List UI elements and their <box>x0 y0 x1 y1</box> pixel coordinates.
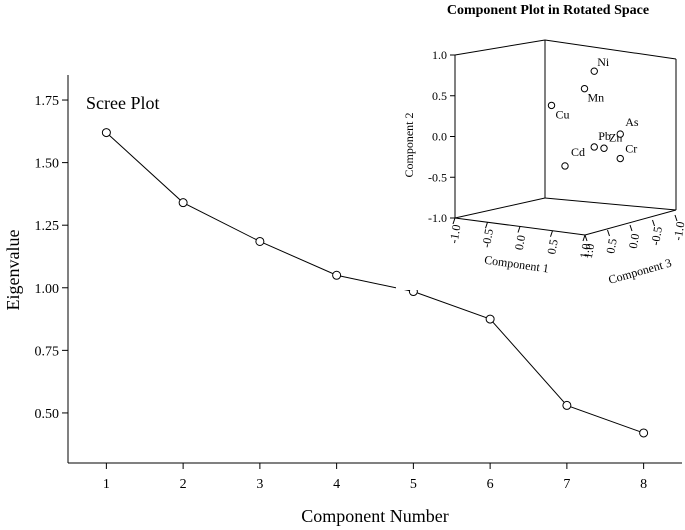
inset-point-label: Cu <box>556 107 570 121</box>
component-plot-inset: Component Plot in Rotated Space -1.0 -0.5… <box>396 3 685 290</box>
scree-y-ticks: 0.50 0.75 1.00 1.25 1.50 1.75 <box>35 94 68 422</box>
scree-y-tick-label: 1.50 <box>35 157 60 172</box>
inset-component3-ticks: 1.0 0.5 0.0 -0.5 -1.0 <box>581 214 685 260</box>
inset-component3-tick <box>629 224 633 232</box>
inset-component3-tick <box>584 234 588 242</box>
scree-x-tick-label: 7 <box>563 477 570 492</box>
inset-point-cr <box>616 154 624 163</box>
inset-component3-tick-label: 1.0 <box>581 242 597 259</box>
inset-component1-tick-label: 0.5 <box>544 238 560 255</box>
scree-point <box>562 400 572 410</box>
scree-x-tick-label: 2 <box>180 477 187 492</box>
scree-x-tick-label: 3 <box>256 477 263 492</box>
inset-component2-tick-label: 0.5 <box>432 89 447 103</box>
inset-component3-tick-label: -0.5 <box>648 225 665 246</box>
scree-point <box>639 428 649 438</box>
inset-point-zn <box>600 144 608 152</box>
inset-component2-tick-label: 1.0 <box>432 48 447 62</box>
scree-point <box>101 128 111 138</box>
inset-point-label: As <box>625 115 639 129</box>
inset-component1-tick <box>517 226 521 233</box>
scree-y-axis-label: Eigenvalue <box>3 230 23 311</box>
scree-x-axis-label: Component Number <box>301 506 448 526</box>
inset-point-label: Ni <box>597 55 610 69</box>
inset-component3-tick <box>674 214 678 222</box>
inset-title: Component Plot in Rotated Space <box>447 3 649 18</box>
scree-x-tick-label: 4 <box>333 477 340 492</box>
inset-component1-tick-label: 0.0 <box>512 234 528 251</box>
inset-component1-tick-label: 1.0 <box>577 242 593 259</box>
inset-background <box>396 20 685 290</box>
inset-component2-label: Component 2 <box>402 113 416 178</box>
scree-x-tick-label: 8 <box>640 477 647 492</box>
scree-x-tick-label: 1 <box>103 477 110 492</box>
scree-y-tick-label: 0.75 <box>35 344 60 359</box>
inset-component1-tick <box>485 222 488 229</box>
inset-point-label: Cd <box>571 145 585 159</box>
scree-point <box>178 198 188 208</box>
inset-component3-tick-label: 0.0 <box>626 232 642 249</box>
inset-point-ni <box>590 67 598 75</box>
inset-component1-ticks: -1.0 -0.5 0.0 0.5 1.0 <box>446 217 593 260</box>
inset-point-cd <box>561 162 569 170</box>
scree-plot: Scree Plot Eigenvalue Component Number 0… <box>3 75 682 526</box>
inset-component3-tick-label: 0.5 <box>603 237 619 254</box>
inset-component1-tick <box>452 217 456 225</box>
inset-point-label: Mn <box>588 91 605 105</box>
inset-component2-tick-label: -0.5 <box>428 170 447 184</box>
inset-point-label: Pb <box>598 129 611 143</box>
scree-y-tick-label: 1.75 <box>35 94 60 109</box>
scree-x-ticks: 1 2 3 4 5 6 7 8 <box>103 463 647 492</box>
scree-x-tick-label: 5 <box>410 477 417 492</box>
scree-title: Scree Plot <box>86 93 160 113</box>
inset-point-mn <box>580 84 589 93</box>
inset-component3-tick <box>652 219 655 227</box>
scree-line <box>106 132 644 434</box>
inset-component2-ticks: -1.0 -0.5 0.0 0.5 1.0 <box>428 48 455 225</box>
scree-y-tick-label: 1.00 <box>35 282 60 297</box>
inset-component1-tick <box>550 230 553 237</box>
scree-y-tick-label: 0.50 <box>35 407 60 422</box>
inset-component1-tick-label: -0.5 <box>479 228 496 249</box>
inset-component2-tick-label: 0.0 <box>432 130 447 144</box>
inset-component3-tick-label: -1.0 <box>670 220 685 241</box>
inset-point-pb <box>590 143 598 151</box>
scree-series <box>101 128 649 438</box>
inset-point-as <box>616 130 624 138</box>
inset-component2-tick-label: -1.0 <box>428 211 447 225</box>
inset-point-cu <box>547 101 556 110</box>
scree-x-tick-label: 6 <box>487 477 494 492</box>
inset-component1-tick <box>582 234 586 242</box>
scree-point <box>485 314 495 324</box>
inset-point-label: Cr <box>625 142 637 156</box>
inset-component3-tick <box>607 229 610 237</box>
scree-point <box>255 236 265 246</box>
scree-point <box>332 270 342 280</box>
scree-y-tick-label: 1.25 <box>35 219 60 234</box>
inset-component1-tick-label: -1.0 <box>446 223 463 244</box>
